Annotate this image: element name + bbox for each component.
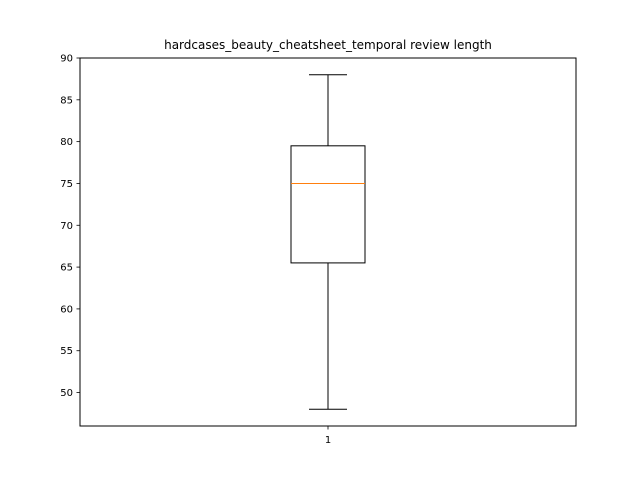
y-tick-label: 60 — [60, 304, 73, 315]
y-tick-label: 75 — [60, 179, 73, 190]
y-tick-label: 85 — [60, 95, 73, 106]
y-tick-label: 55 — [60, 346, 73, 357]
plot-frame — [79, 57, 577, 427]
y-tick-label: 50 — [60, 388, 73, 399]
iqr-box — [290, 145, 366, 264]
box-series — [290, 74, 366, 410]
y-tick-label: 70 — [60, 221, 73, 232]
y-tick-label: 90 — [60, 54, 73, 65]
chart-title: hardcases_beauty_cheatsheet_temporal rev… — [164, 38, 492, 52]
x-tick-label: 1 — [325, 435, 331, 446]
axis-ticks: 50 55 60 65 70 75 80 85 90 1 — [60, 54, 331, 447]
y-tick-label: 65 — [60, 263, 73, 274]
y-tick-label: 80 — [60, 137, 73, 148]
